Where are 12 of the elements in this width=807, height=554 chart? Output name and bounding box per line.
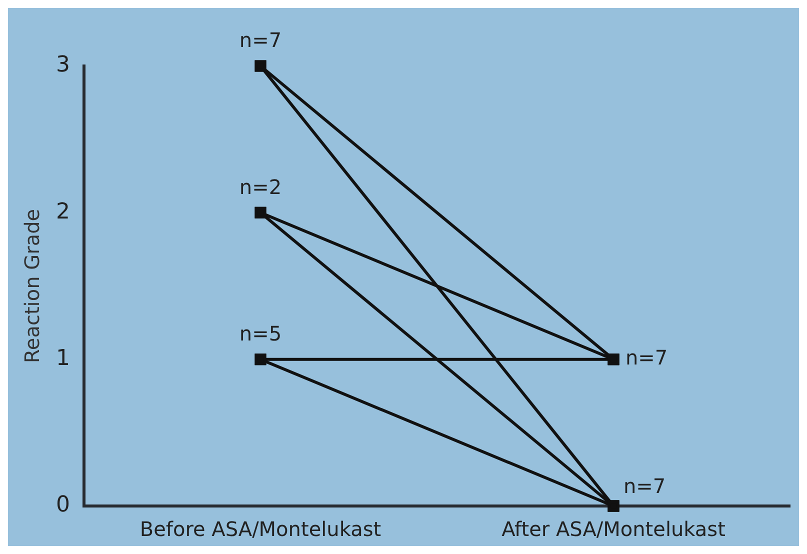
y-tick-label: 2 [56,199,70,224]
annotation: n=7 [626,346,668,370]
y-tick-label: 3 [56,52,70,78]
annotation: n=7 [624,474,666,498]
y-axis-title: Reaction Grade [20,208,44,364]
x-tick-label: Before ASA/Montelukast [140,517,382,542]
y-tick-label: 0 [56,492,70,518]
annotation: n=7 [239,28,282,52]
annotation: n=5 [239,322,282,346]
x-tick-label: After ASA/Montelukast [502,517,726,542]
y-tick-label: 1 [56,346,70,372]
annotation: n=2 [239,174,282,199]
